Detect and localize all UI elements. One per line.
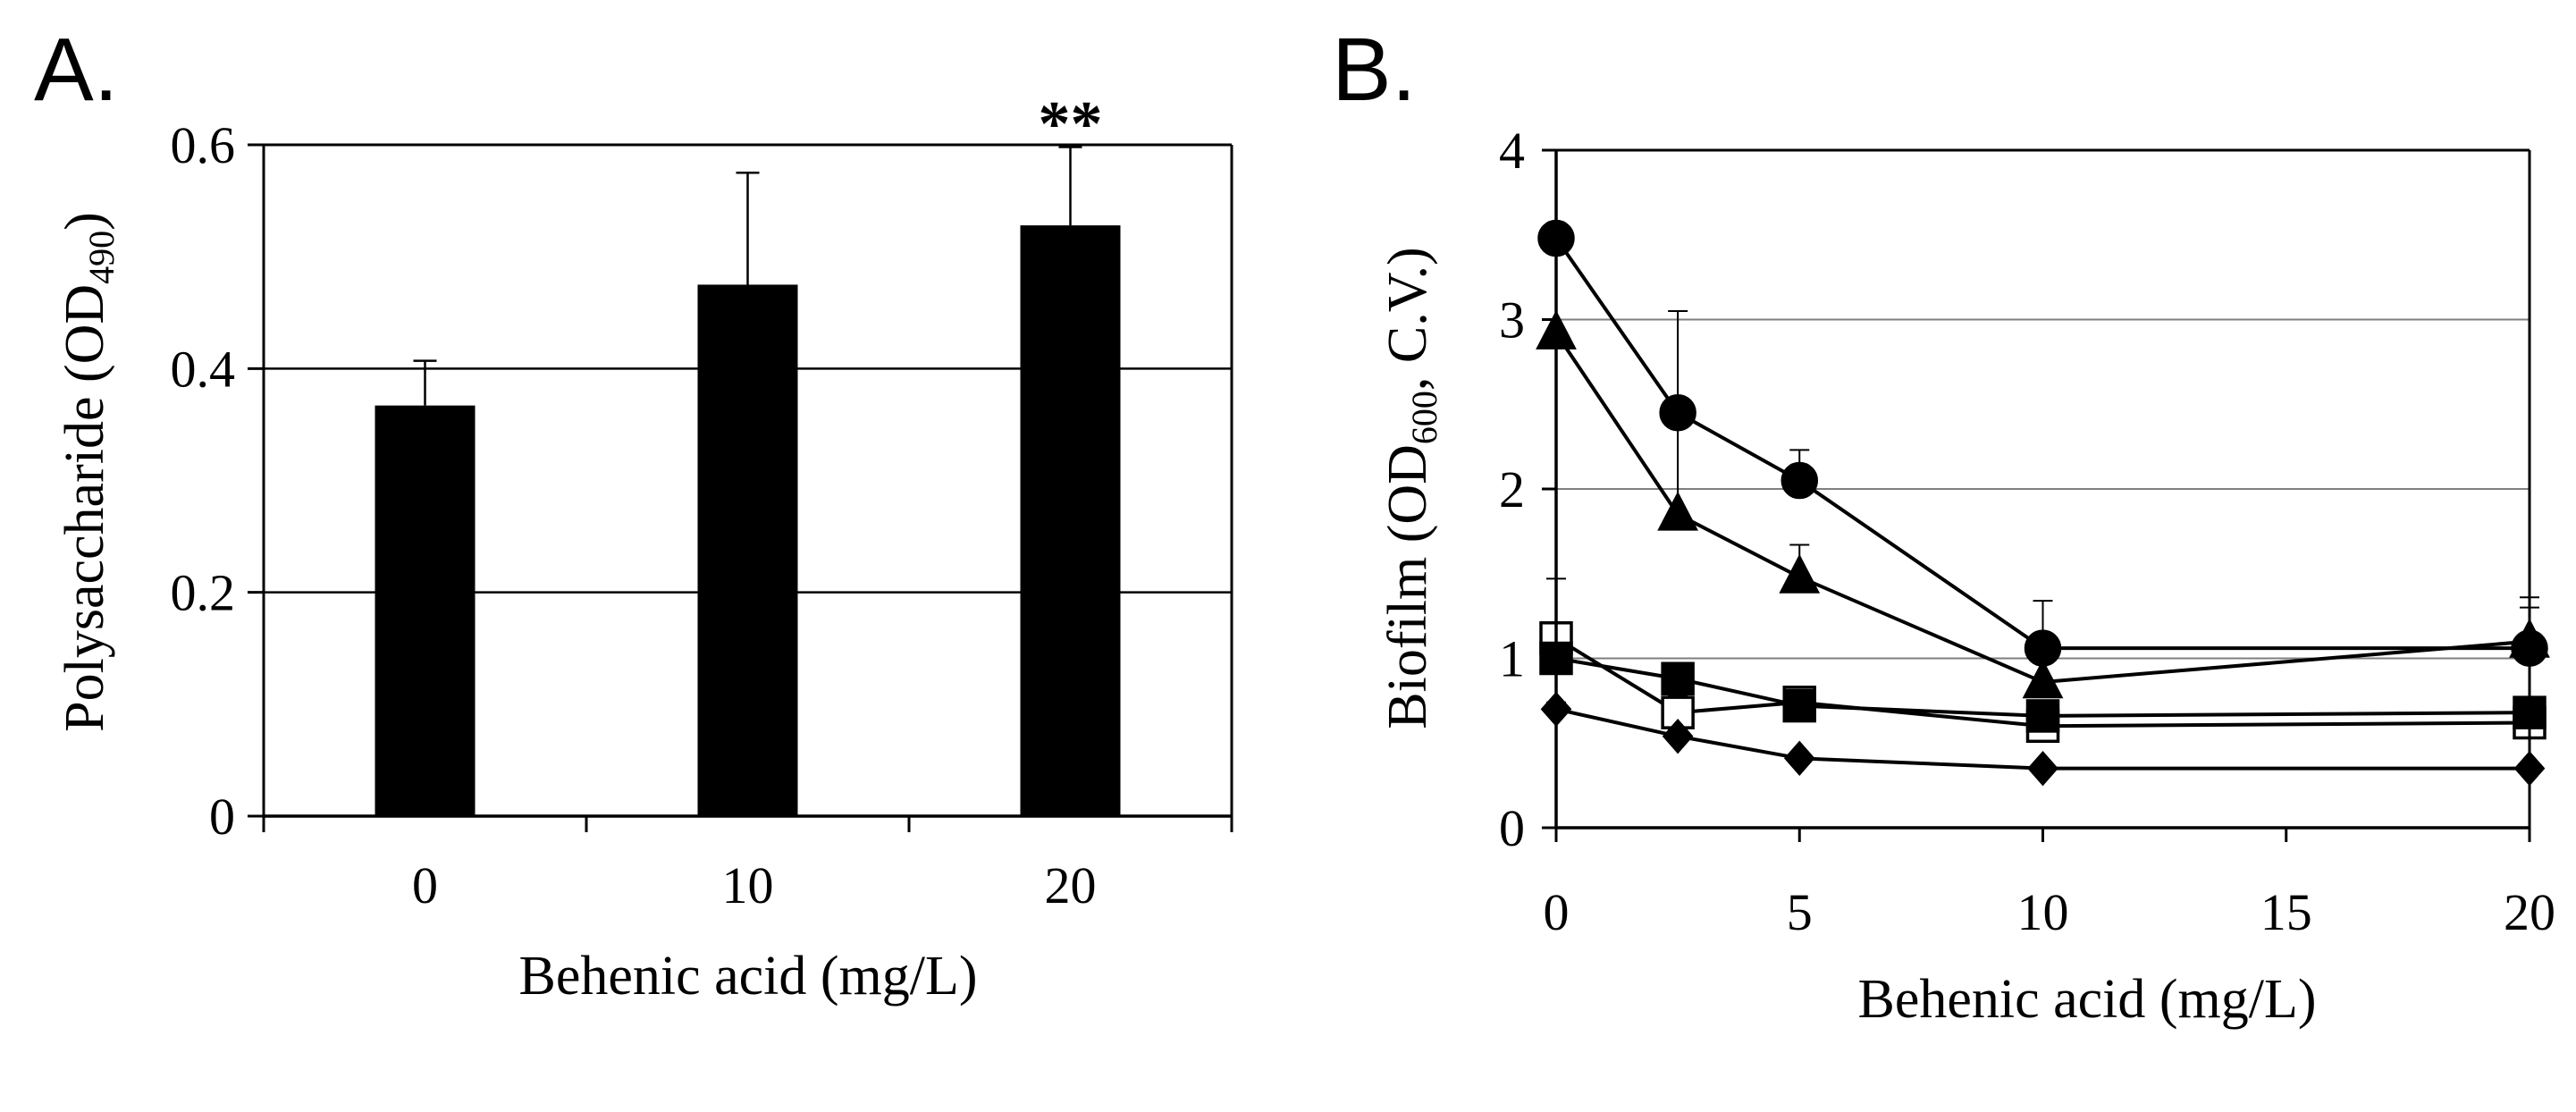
a-y-axis-title: Polysaccharide (OD490): [55, 212, 122, 732]
b-series-line: [1554, 237, 2530, 651]
a-y-tick-label: 0.6: [171, 116, 236, 174]
b-x-tick-label: 10: [2017, 883, 2069, 941]
a-bar: [1020, 225, 1121, 816]
b-marker-square: [2025, 699, 2060, 733]
b-x-axis-title: Behenic acid (mg/L): [1857, 969, 2316, 1030]
a-y-tick-label: 0: [209, 788, 235, 846]
a-x-tick-label: 10: [722, 856, 774, 914]
a-bars: [375, 225, 1121, 816]
a-x-tick-label: 0: [412, 856, 438, 914]
b-y-tick-labels: 0 1 2 3 4: [1499, 122, 1525, 857]
a-y-axis-title-main: Polysaccharide (OD: [55, 284, 115, 732]
panel-a: A. 0 0.2 0.4 0.6 0 10 20 ** Behenic acid (mg/…: [34, 20, 1233, 1007]
b-marker-triangle: [1779, 553, 1821, 594]
b-y-tick-label: 2: [1499, 460, 1525, 518]
b-y-tick-label: 0: [1499, 799, 1525, 857]
a-significance-label: **: [1039, 88, 1103, 160]
a-y-tick-label: 0.2: [171, 564, 236, 622]
b-y-axis-title-sub: 600: [1404, 391, 1444, 444]
a-y-axis-title-sub: 490: [81, 231, 122, 284]
a-y-axis-title-close: ): [55, 212, 115, 231]
b-axes: [1542, 148, 2531, 842]
b-markers: [1536, 219, 2550, 787]
a-x-tick-label: 20: [1045, 856, 1097, 914]
b-marker-diamond: [1783, 740, 1815, 776]
panel-b: B. 0 1 2 3 4 0 5 10 15 20 Behenic acid (mg/L) Bi…: [1332, 20, 2555, 1030]
a-error-bars: [413, 146, 1082, 406]
panel-b-label: B.: [1332, 20, 1416, 120]
b-y-axis-title: Biofilm (OD600, C.V.): [1377, 247, 1444, 729]
panel-a-label: A.: [34, 20, 118, 120]
b-y-axis-title-close: , C.V.): [1377, 247, 1438, 391]
a-axes: [248, 143, 1233, 832]
b-y-tick-label: 1: [1499, 630, 1525, 688]
a-x-tick-labels: 0 10 20: [412, 856, 1097, 914]
b-marker-square: [1661, 661, 1695, 695]
b-x-tick-label: 0: [1544, 883, 1570, 941]
b-marker-square: [1782, 688, 1816, 723]
b-x-tick-label: 20: [2504, 883, 2555, 941]
b-marker-diamond: [2027, 751, 2058, 787]
b-x-tick-labels: 0 5 10 15 20: [1544, 883, 2556, 941]
a-y-tick-labels: 0 0.2 0.4 0.6: [171, 116, 236, 846]
b-y-axis-title-main: Biofilm (OD: [1377, 444, 1438, 729]
b-marker-circle: [1659, 393, 1696, 432]
b-marker-triangle: [2022, 659, 2064, 699]
b-marker-circle: [1780, 461, 1818, 500]
b-x-tick-label: 15: [2260, 883, 2312, 941]
b-x-tick-label: 5: [1787, 883, 1813, 941]
a-significance-labels: **: [1039, 88, 1103, 160]
b-y-tick-label: 4: [1499, 122, 1525, 180]
b-marker-triangle: [1657, 491, 1699, 531]
a-y-tick-label: 0.4: [171, 340, 236, 398]
a-bar: [697, 284, 798, 816]
b-marker-diamond: [1662, 719, 1694, 754]
b-y-tick-label: 3: [1499, 291, 1525, 350]
a-x-axis-title: Behenic acid (mg/L): [518, 946, 977, 1007]
a-bar: [375, 405, 476, 816]
